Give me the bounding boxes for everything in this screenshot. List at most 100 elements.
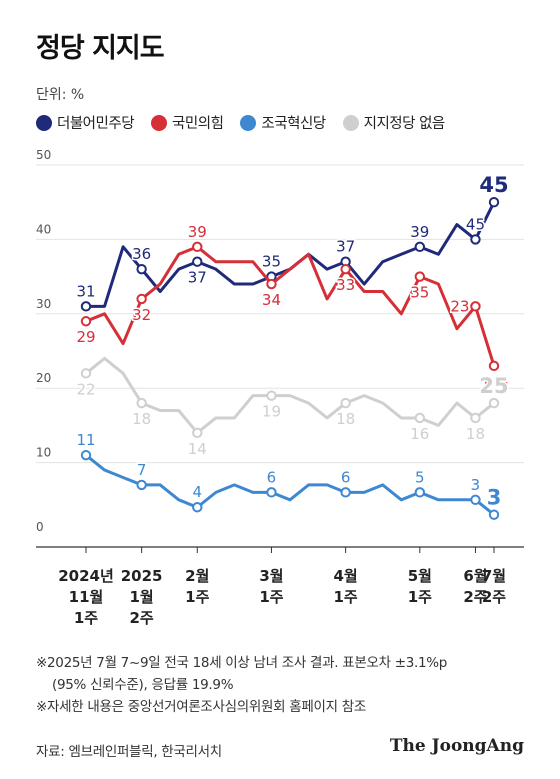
data-point (414, 241, 426, 253)
data-label: 16 (410, 425, 429, 443)
y-tick-label: 10 (36, 446, 51, 460)
x-tick-label: 7월 (482, 567, 506, 585)
data-point (414, 412, 426, 424)
data-label: 35 (262, 253, 281, 271)
legend-item-democratic: 더불어민주당 (36, 112, 135, 133)
y-tick-label: 30 (36, 297, 51, 311)
data-point (488, 360, 500, 372)
data-point (192, 256, 203, 267)
legend-label: 조국혁신당 (261, 116, 326, 132)
data-label: 7 (137, 461, 147, 479)
data-label: 14 (188, 440, 207, 458)
data-point (488, 197, 500, 208)
data-point (340, 397, 351, 409)
data-point (414, 487, 426, 498)
data-label: 6 (267, 468, 277, 486)
legend-swatch-none (342, 114, 359, 131)
x-tick-label: 11월 (69, 588, 104, 606)
data-label: 34 (262, 291, 281, 309)
footnotes: ※2025년 7월 7~9일 전국 18세 이상 남녀 조사 결과. 표본오차 … (36, 652, 447, 718)
source-label: 자료: 엠브레인퍼블릭, 한국리서치 (36, 744, 222, 760)
data-point (488, 509, 500, 520)
data-label: 6 (341, 468, 351, 486)
data-point (80, 368, 92, 379)
data-point (470, 412, 481, 424)
data-point (470, 494, 481, 505)
unit-label: 단위: % (36, 87, 85, 103)
data-label: 5 (415, 468, 425, 486)
x-tick-label: 3월 (259, 567, 283, 585)
data-label: 37 (336, 238, 355, 256)
x-tick-label: 1주 (74, 609, 98, 627)
data-point (80, 449, 92, 461)
y-tick-label: 0 (36, 520, 44, 534)
series-line (85, 356, 495, 435)
x-tick-label: 1주 (259, 588, 283, 606)
data-label: 45 (479, 173, 508, 197)
footnote-survey: ※2025년 7월 7~9일 전국 18세 이상 남녀 조사 결과. 표본오차 … (36, 655, 448, 671)
data-point (414, 271, 426, 282)
data-label: 23 (450, 297, 469, 315)
data-label: 39 (410, 223, 429, 241)
data-label: 32 (132, 306, 151, 324)
data-label: 25 (479, 374, 508, 398)
legend-label: 지지정당 없음 (363, 116, 446, 132)
data-point (136, 263, 147, 275)
data-point (192, 241, 203, 253)
legend-item-rebuilding: 조국혁신당 (240, 112, 326, 133)
data-label: 11 (76, 431, 95, 449)
data-label: 39 (188, 223, 207, 241)
legend-item-none: 지지정당 없음 (342, 112, 446, 133)
x-tick-label: 1월 (130, 588, 154, 606)
legend-swatch-ppp (151, 114, 168, 131)
x-tick-label: 2주 (463, 588, 487, 606)
data-point (136, 397, 147, 409)
y-tick-label: 20 (36, 371, 51, 385)
data-label: 18 (336, 410, 355, 428)
data-point (266, 278, 277, 290)
data-point (266, 390, 277, 401)
data-point (266, 487, 277, 498)
data-label: 19 (479, 373, 508, 397)
data-point (136, 293, 147, 305)
x-tick-label: 2월 (185, 567, 209, 585)
data-point (470, 301, 481, 312)
series-line (85, 453, 495, 516)
x-tick-label: 1주 (408, 588, 432, 606)
data-label: 37 (188, 269, 207, 287)
footnote-survey-cont: (95% 신뢰수준), 응답률 19.9% (52, 677, 234, 693)
data-label: 3 (471, 476, 481, 494)
data-label: 22 (76, 380, 95, 398)
data-point (80, 301, 92, 312)
data-point (80, 316, 92, 327)
data-label: 33 (336, 276, 355, 294)
chart-title: 정당 지지도 (36, 33, 165, 64)
data-point (192, 502, 203, 513)
y-tick-label: 40 (36, 222, 51, 236)
line-chart: 0 10 20 30 40 50 2024년 11월 1주 2025 1월 2주 2월 1주 3월 1주 4월 1… (36, 150, 524, 627)
data-point (136, 479, 147, 491)
legend-swatch-rebuilding (240, 114, 257, 131)
legend: 더불어민주당 국민의힘 조국혁신당 지지정당 없음 (36, 112, 462, 133)
data-label: 4 (192, 483, 202, 501)
legend-label: 국민의힘 (172, 116, 224, 132)
data-label: 29 (76, 328, 95, 346)
legend-swatch-democratic (36, 114, 52, 131)
data-point (340, 487, 351, 498)
legend-label: 더불어민주당 (57, 116, 135, 132)
legend-item-ppp: 국민의힘 (151, 112, 224, 133)
x-tick-label: 2주 (130, 609, 154, 627)
x-tick-label: 5월 (408, 567, 432, 585)
data-label: 35 (410, 284, 429, 302)
y-tick-label: 50 (36, 150, 51, 162)
x-tick-label: 2주 (482, 588, 506, 606)
footnote-reference: ※자세한 내용은 중앙선거여론조사심의위원회 홈페이지 참조 (36, 699, 366, 715)
x-tick-label: 1주 (334, 588, 358, 606)
series-line (85, 245, 496, 367)
data-point (192, 427, 203, 439)
data-point (340, 263, 351, 275)
x-tick-label: 1주 (185, 588, 209, 606)
x-tick-label: 2024년 (58, 567, 114, 585)
x-tick-label: 2025 (121, 567, 163, 585)
brand-logo: The JoongAng (389, 736, 524, 756)
